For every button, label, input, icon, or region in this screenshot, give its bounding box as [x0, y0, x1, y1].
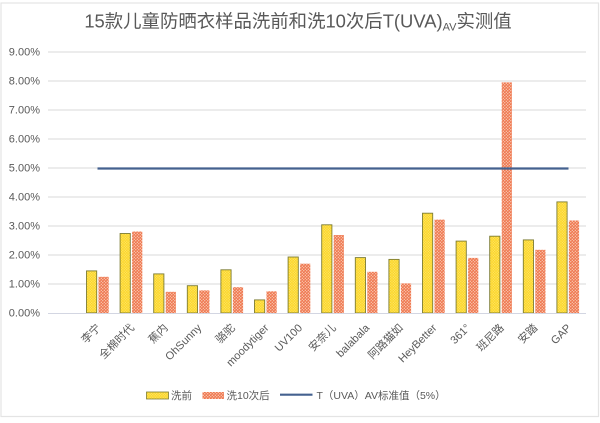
svg-text:李宁: 李宁 — [78, 321, 103, 346]
svg-text:8.00%: 8.00% — [9, 76, 40, 88]
svg-text:蕉内: 蕉内 — [145, 321, 170, 346]
svg-text:OhSunny: OhSunny — [163, 322, 204, 363]
svg-text:15款儿童防晒衣样品洗前和洗10次后T(UVA)AV实测值: 15款儿童防晒衣样品洗前和洗10次后T(UVA)AV实测值 — [84, 11, 511, 34]
svg-text:安奈儿: 安奈儿 — [305, 321, 338, 354]
svg-text:洗前: 洗前 — [171, 389, 192, 402]
svg-text:5.00%: 5.00% — [9, 163, 40, 175]
svg-text:洗10次后: 洗10次后 — [227, 389, 270, 402]
svg-text:0.00%: 0.00% — [9, 308, 40, 320]
svg-text:7.00%: 7.00% — [9, 105, 40, 117]
svg-text:4.00%: 4.00% — [9, 192, 40, 204]
svg-text:GAP: GAP — [549, 322, 574, 347]
svg-text:361°: 361° — [448, 322, 473, 347]
svg-text:6.00%: 6.00% — [9, 134, 40, 146]
svg-text:1.00%: 1.00% — [9, 279, 40, 291]
svg-text:安踏: 安踏 — [515, 321, 540, 346]
svg-text:全棉时代: 全棉时代 — [96, 321, 137, 362]
svg-text:3.00%: 3.00% — [9, 221, 40, 233]
svg-text:2.00%: 2.00% — [9, 250, 40, 262]
svg-text:T（UVA）AV标准值（5%）: T（UVA）AV标准值（5%） — [317, 389, 446, 402]
svg-text:UV100: UV100 — [273, 322, 305, 354]
svg-text:骆驼: 骆驼 — [212, 321, 237, 346]
svg-text:班尼路: 班尼路 — [474, 321, 507, 354]
svg-text:9.00%: 9.00% — [9, 47, 40, 59]
